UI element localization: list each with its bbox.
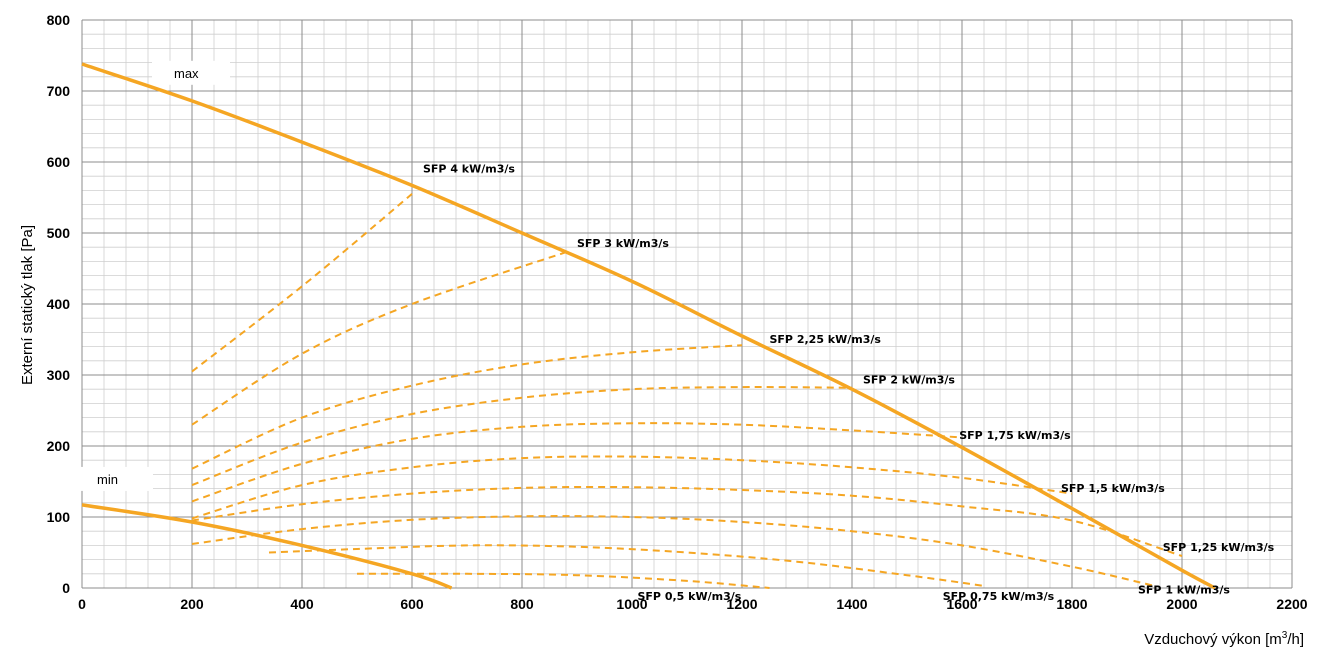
sfp-curve-label: SFP 0,5 kW/m3/s <box>638 590 742 603</box>
x-axis-label: Vzduchový výkon [m3/h] <box>1144 630 1304 648</box>
x-tick-label: 1800 <box>1056 596 1087 612</box>
sfp-curve-label: SFP 1,75 kW/m3/s <box>959 429 1071 442</box>
sfp-curve <box>268 544 985 587</box>
sfp-curve <box>191 386 853 487</box>
sfp-curve-label: SFP 3 kW/m3/s <box>577 237 669 250</box>
curve-tag-box <box>152 60 230 85</box>
sfp-curve <box>191 485 1183 557</box>
y-tick-label: 700 <box>47 83 71 99</box>
x-axis-label-unit: /h] <box>1287 631 1304 648</box>
sfp-curve <box>191 422 963 503</box>
curve-tag-boxes <box>75 60 230 491</box>
y-tick-label: 400 <box>47 296 71 312</box>
y-tick-label: 100 <box>47 509 71 525</box>
min-curve-label: min <box>97 472 118 487</box>
x-tick-label: 1400 <box>836 596 867 612</box>
sfp-curve <box>191 344 743 470</box>
x-axis-label-main: Vzduchový výkon [m <box>1144 631 1282 648</box>
major-grid <box>81 19 1293 589</box>
sfp-curve <box>191 515 1155 587</box>
max-curve <box>81 62 1216 590</box>
x-tick-label: 200 <box>180 596 204 612</box>
max-curve-label: max <box>174 66 199 81</box>
sfp-curve <box>191 455 1073 520</box>
sfp-curve-label: SFP 2,25 kW/m3/s <box>770 333 882 346</box>
sfp-curve-label: SFP 1 kW/m3/s <box>1138 584 1230 597</box>
x-tick-label: 0 <box>78 596 86 612</box>
sfp-curve-label: SFP 2 kW/m3/s <box>863 374 955 387</box>
sfp-curve-label: SFP 1,25 kW/m3/s <box>1163 541 1275 554</box>
x-tick-label: 400 <box>290 596 314 612</box>
sfp-curve-label: SFP 4 kW/m3/s <box>423 163 515 176</box>
x-tick-label: 2200 <box>1276 596 1307 612</box>
y-axis-ticks: 0 100 200 300 400 500 600 700 800 <box>47 12 71 596</box>
sfp-curve <box>356 572 770 589</box>
y-tick-label: 200 <box>47 438 71 454</box>
y-tick-label: 600 <box>47 154 71 170</box>
y-tick-label: 300 <box>47 367 71 383</box>
y-axis-label: Externí statický tlak [Pa] <box>19 225 36 385</box>
y-tick-label: 0 <box>62 580 70 596</box>
series-layer <box>81 62 1216 590</box>
curve-tag-box <box>75 466 153 491</box>
x-tick-label: 800 <box>510 596 534 612</box>
y-tick-label: 800 <box>47 12 71 28</box>
y-tick-label: 500 <box>47 225 71 241</box>
x-tick-label: 1200 <box>726 596 757 612</box>
min-curve <box>81 503 453 590</box>
sfp-curve-label: SFP 0,75 kW/m3/s <box>943 590 1055 603</box>
x-axis-label-superscript: 3 <box>1282 630 1288 641</box>
sfp-curve <box>191 251 567 426</box>
x-tick-label: 1600 <box>946 596 977 612</box>
series-labels: SFP 4 kW/m3/s SFP 3 kW/m3/s SFP 2,25 kW/m3… <box>97 66 1275 603</box>
x-axis-ticks: 0 200 400 600 800 1000 1200 1400 1600 1800 2000 220… <box>78 596 1308 612</box>
x-tick-label: 2000 <box>1166 596 1197 612</box>
x-tick-label: 600 <box>400 596 424 612</box>
sfp-curve-label: SFP 1,5 kW/m3/s <box>1061 482 1165 495</box>
x-tick-label: 1000 <box>616 596 647 612</box>
